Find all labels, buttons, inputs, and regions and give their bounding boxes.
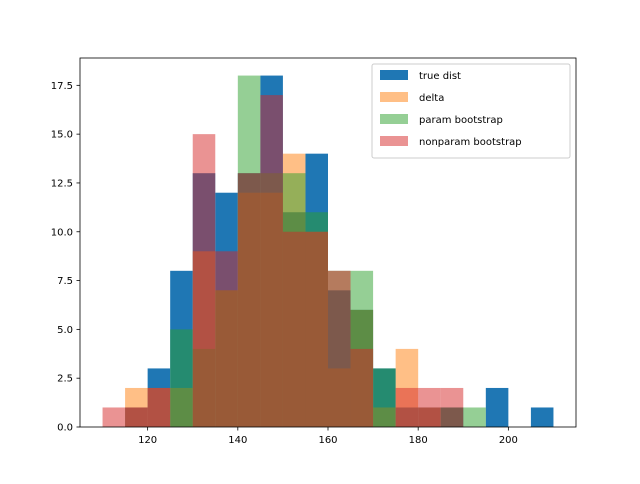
legend-label: true dist: [419, 71, 461, 82]
y-tick-label: 12.5: [51, 178, 73, 189]
x-tick-label: 140: [228, 435, 247, 446]
legend-swatch: [380, 70, 408, 80]
histogram-bar: [215, 251, 238, 427]
x-tick-label: 160: [318, 435, 337, 446]
x-tick-label: 120: [138, 435, 157, 446]
legend-entry: nonparam bootstrap: [380, 136, 522, 148]
x-tick-label: 180: [409, 435, 428, 446]
histogram-bar: [192, 134, 216, 427]
histogram-bar: [305, 231, 328, 427]
legend-label: param bootstrap: [419, 115, 503, 126]
legend-swatch: [380, 92, 408, 102]
y-tick-label: 15.0: [51, 130, 73, 141]
histogram-bar: [373, 368, 396, 427]
histogram-bar: [440, 387, 464, 427]
y-tick-label: 7.5: [57, 276, 73, 287]
legend-swatch: [380, 114, 408, 124]
y-tick-label: 10.0: [51, 227, 73, 238]
histogram-bar: [282, 231, 306, 427]
histogram-bar: [147, 387, 171, 427]
y-tick-label: 5.0: [57, 325, 73, 336]
legend-label: nonparam bootstrap: [419, 137, 522, 148]
y-tick-label: 2.5: [57, 374, 73, 385]
histogram-bar: [328, 270, 351, 427]
histogram-bar: [395, 387, 419, 427]
histogram-bar: [125, 407, 148, 427]
legend-entry: true dist: [380, 70, 461, 82]
bars-layer: [102, 75, 554, 428]
y-tick-label: 17.5: [51, 81, 73, 92]
legend-box: [371, 63, 571, 159]
histogram-bar: [350, 348, 374, 427]
histogram-bar: [463, 407, 486, 427]
legend: true dist delta param bootstrap nonparam bo…: [371, 63, 571, 159]
histogram-bar: [237, 173, 261, 427]
legend-label: delta: [419, 93, 444, 104]
histogram-bar: [170, 329, 193, 427]
legend-swatch: [380, 136, 408, 146]
histogram-bar: [485, 387, 509, 427]
legend-entry: delta: [380, 92, 444, 104]
legend-entry: param bootstrap: [380, 114, 503, 126]
x-tick-label: 200: [499, 435, 518, 446]
histogram-bar: [418, 387, 441, 427]
y-tick-label: 0.0: [57, 423, 73, 434]
axes-layer: 120 140 160 180 200 0.0 2.5 5.0 7.5 10.0 12.5 15.0 1…: [51, 57, 577, 446]
histogram-bar: [530, 407, 554, 427]
histogram-bar: [260, 95, 283, 427]
histogram-bar: [102, 407, 126, 427]
series-nonparam-bootstrap: [102, 95, 464, 427]
